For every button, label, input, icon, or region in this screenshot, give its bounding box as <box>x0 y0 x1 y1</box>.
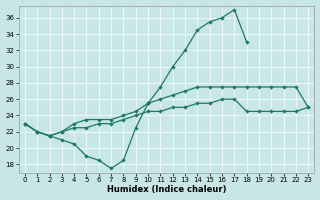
X-axis label: Humidex (Indice chaleur): Humidex (Indice chaleur) <box>107 185 226 194</box>
